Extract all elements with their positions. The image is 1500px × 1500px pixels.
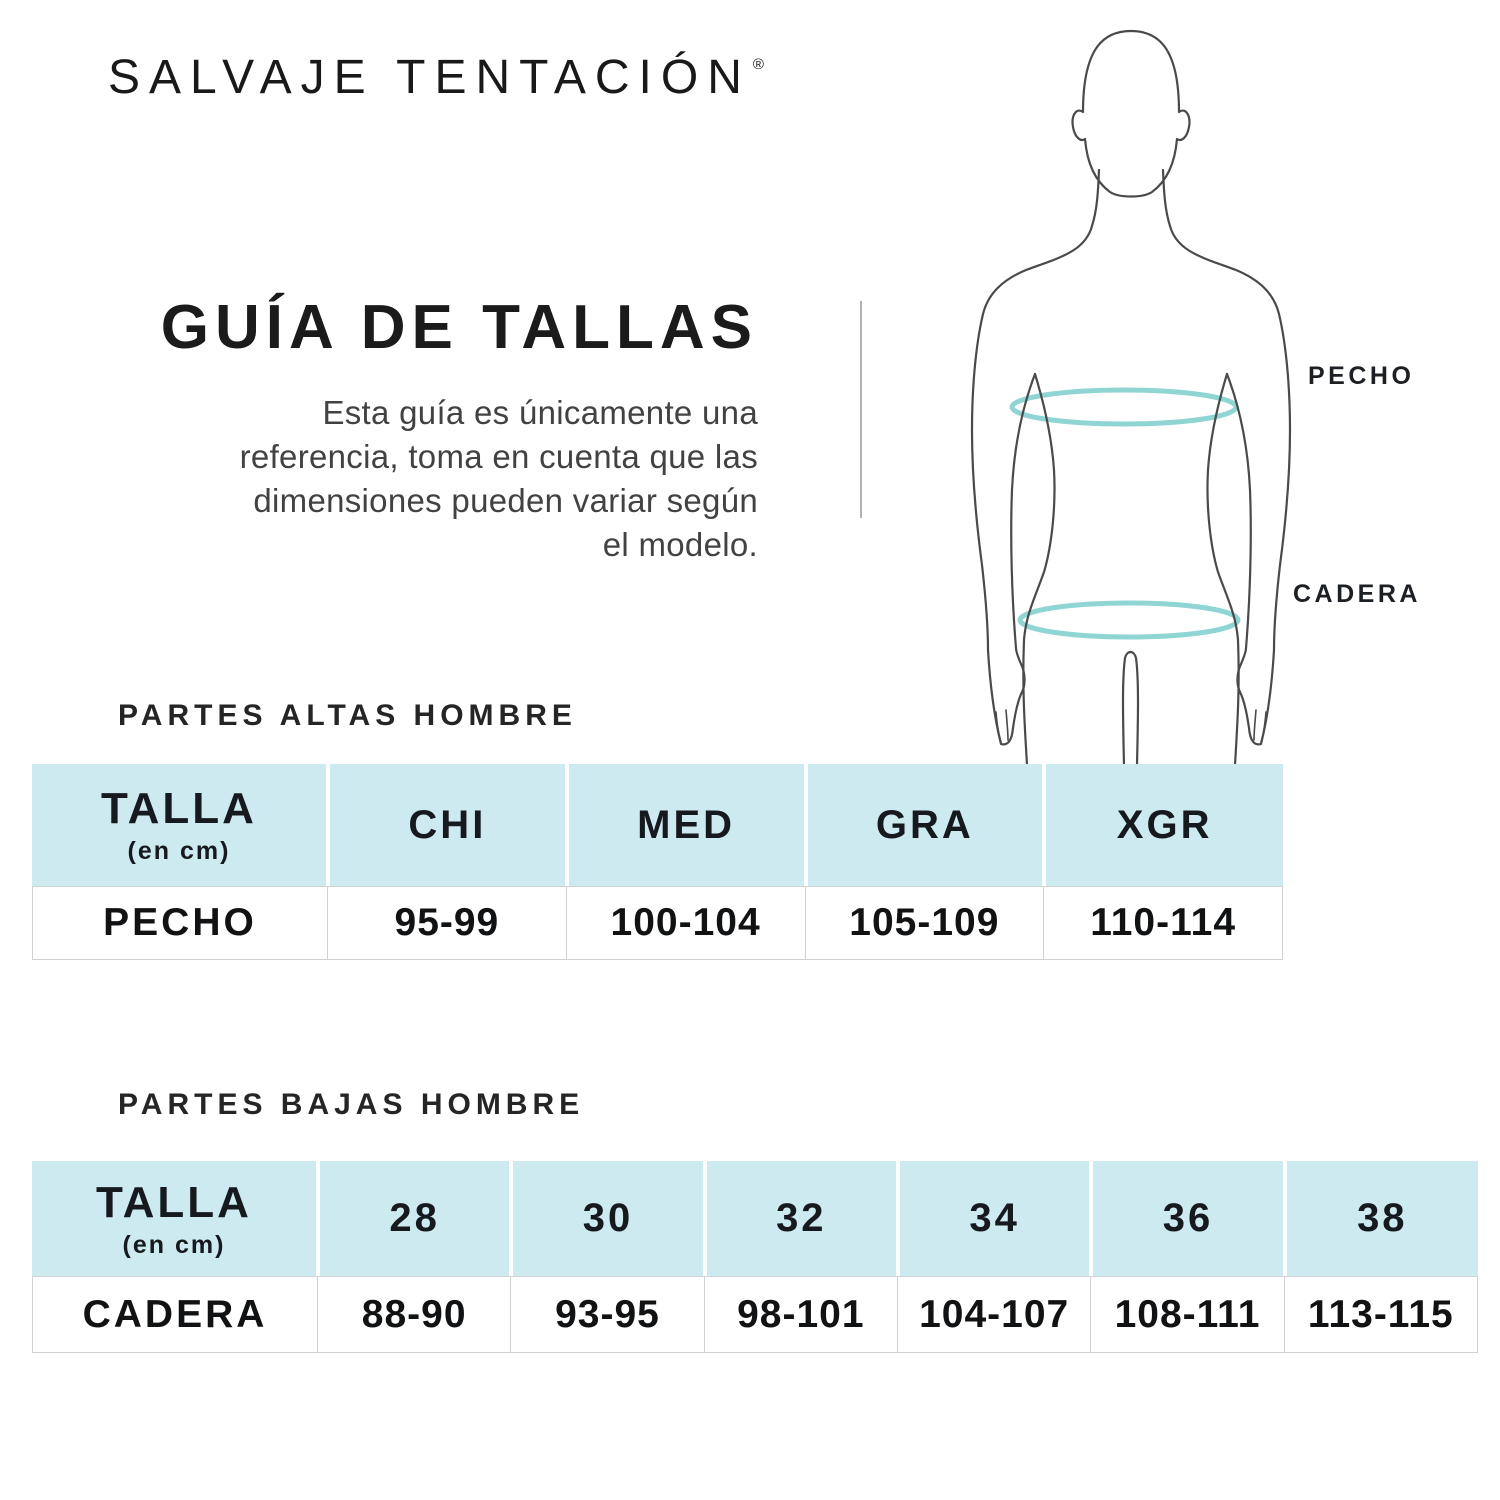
size-label: 32 [776,1196,827,1240]
figure-outline [970,29,1292,765]
chest-label: PECHO [1308,362,1415,390]
size-header-cell: 34 [897,1161,1092,1276]
row-value-cell: 95-99 [328,886,567,960]
size-header-cell: CHI [328,764,567,886]
row-value-cell: 100-104 [566,886,806,960]
male-figure-illustration [970,29,1292,765]
size-label: 38 [1357,1196,1408,1240]
measure-unit: (en cm) [122,1230,226,1259]
hip-band-ellipse [1017,600,1241,640]
size-label: 36 [1162,1196,1214,1240]
lower-body-size-table: TALLA (en cm) 28 30 32 34 36 38 CADERA 88-90 93-95… [32,1161,1478,1353]
size-label: MED [637,802,736,847]
size-header-cell: 30 [511,1161,705,1276]
row-value: 104-107 [919,1292,1070,1336]
row-label-cell: PECHO [32,886,328,960]
size-label: 28 [389,1196,440,1240]
intro-line: el modelo. [602,526,758,563]
row-value: 88-90 [361,1292,467,1336]
figure-right-arm-path [1168,224,1292,746]
intro-line: Esta guía es únicamente una [322,394,758,431]
measure-header-cell: TALLA (en cm) [32,1161,318,1276]
row-value: 108-111 [1114,1292,1261,1336]
size-header-cell: 38 [1284,1161,1478,1276]
intro-block: GUÍA DE TALLAS Esta guía es únicamente u… [58,292,758,567]
measure-title: TALLA [96,1177,252,1227]
row-value: 105-109 [849,901,1000,944]
figure-head-path [1071,29,1191,198]
row-value-cell: 104-107 [897,1276,1092,1353]
row-value-cell: 105-109 [805,886,1045,960]
registered-trademark-symbol: ® [752,56,764,73]
size-label: GRA [875,802,974,847]
brand-name: SALVAJE TENTACIÓN [108,51,751,104]
row-value-cell: 98-101 [704,1276,898,1353]
row-value: 95-99 [394,901,500,944]
size-label: CHI [408,802,487,847]
row-label: CADERA [82,1292,268,1336]
row-value: 113-115 [1307,1292,1454,1336]
row-value-cell: 113-115 [1284,1276,1478,1353]
size-header-cell: MED [566,764,806,886]
size-header-cell: GRA [805,764,1045,886]
hip-label: CADERA [1293,580,1421,608]
size-header-cell: XGR [1044,764,1283,886]
row-value: 98-101 [737,1292,865,1336]
size-header-cell: 28 [318,1161,512,1276]
row-value-cell: 93-95 [511,1276,705,1353]
row-label: PECHO [103,901,257,944]
size-header-cell: 36 [1091,1161,1285,1276]
row-value: 100-104 [610,901,761,944]
row-value: 110-114 [1090,901,1237,944]
figure-left-torso-path [1022,372,1056,765]
intro-line: referencia, toma en cuenta que las [239,438,758,475]
section-title-upper: PARTES ALTAS HOMBRE [118,699,577,732]
measure-header-cell: TALLA (en cm) [32,764,328,886]
row-value-cell: 108-111 [1091,1276,1285,1353]
brand-logo: SALVAJE TENTACIÓN ® [108,50,764,105]
row-value-cell: 88-90 [318,1276,512,1353]
figure-right-torso-path [1206,372,1240,765]
size-label: 34 [969,1196,1020,1240]
size-label: 30 [582,1196,634,1240]
measure-title: TALLA [101,784,257,833]
figure-inseam-path [1121,650,1140,765]
size-header-cell: 32 [704,1161,898,1276]
page-title: GUÍA DE TALLAS [160,293,758,362]
vertical-divider [860,301,862,518]
row-value-cell: 110-114 [1044,886,1283,960]
upper-body-size-table: TALLA (en cm) CHI MED GRA XGR PECHO 95-99 100-10… [32,764,1283,960]
size-label: XGR [1116,802,1213,847]
intro-paragraph: Esta guía es únicamente una referencia, … [58,391,758,567]
row-value: 93-95 [555,1292,660,1336]
section-title-lower: PARTES BAJAS HOMBRE [118,1088,585,1121]
chest-band-ellipse [1009,387,1239,427]
intro-line: dimensiones pueden variar según [253,482,758,519]
measure-unit: (en cm) [127,837,231,865]
figure-left-arm-path [970,224,1094,746]
row-label-cell: CADERA [32,1276,318,1353]
